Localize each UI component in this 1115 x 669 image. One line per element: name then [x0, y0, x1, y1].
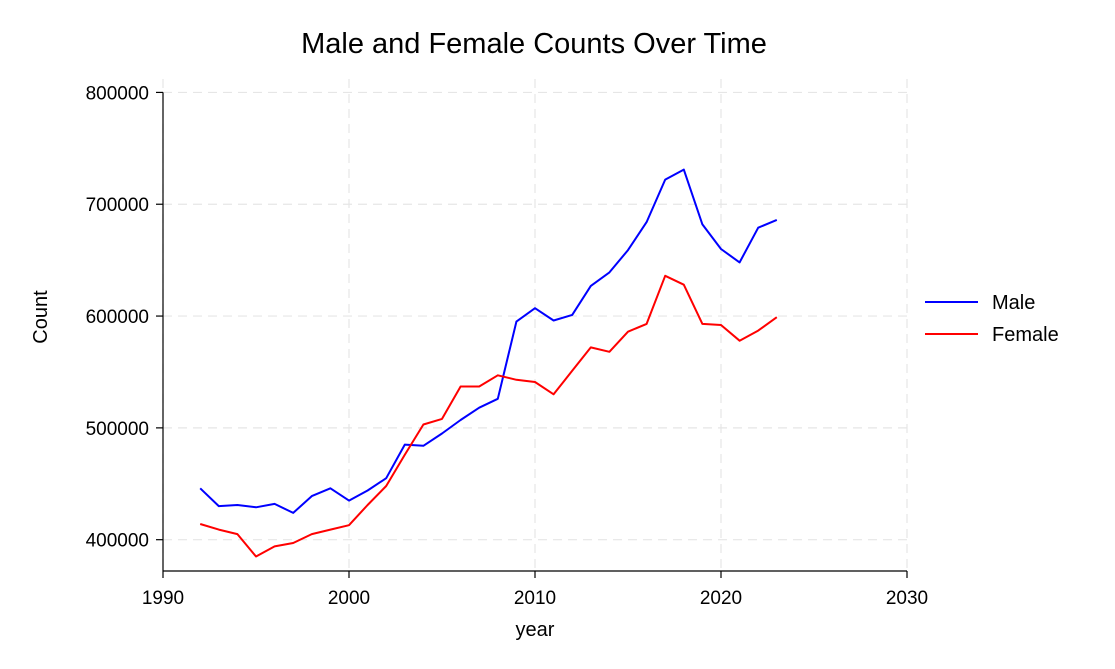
x-axis-ticks: 1990 2000 2010 2020 2030	[142, 571, 928, 609]
y-tick-label: 400000	[86, 531, 149, 552]
y-tick-label: 600000	[86, 307, 149, 328]
legend-label-male: Male	[992, 292, 1035, 314]
series-line-female	[199, 274, 778, 558]
y-tick-label: 500000	[86, 419, 149, 440]
legend: Male Female	[925, 292, 1059, 346]
x-tick-label: 2010	[514, 588, 556, 609]
x-axis-label: year	[516, 619, 555, 641]
y-tick-label: 700000	[86, 195, 149, 216]
x-tick-label: 1990	[142, 588, 184, 609]
series-line-male	[199, 168, 778, 514]
chart-title: Male and Female Counts Over Time	[301, 28, 767, 60]
x-tick-label: 2020	[700, 588, 742, 609]
series-lines	[199, 168, 778, 558]
x-tick-label: 2000	[328, 588, 370, 609]
y-tick-label: 800000	[86, 83, 149, 104]
y-axis-label: Count	[30, 290, 52, 344]
legend-label-female: Female	[992, 324, 1059, 346]
x-tick-label: 2030	[886, 588, 928, 609]
y-axis-ticks: 400000 500000 600000 700000 800000	[86, 83, 163, 552]
